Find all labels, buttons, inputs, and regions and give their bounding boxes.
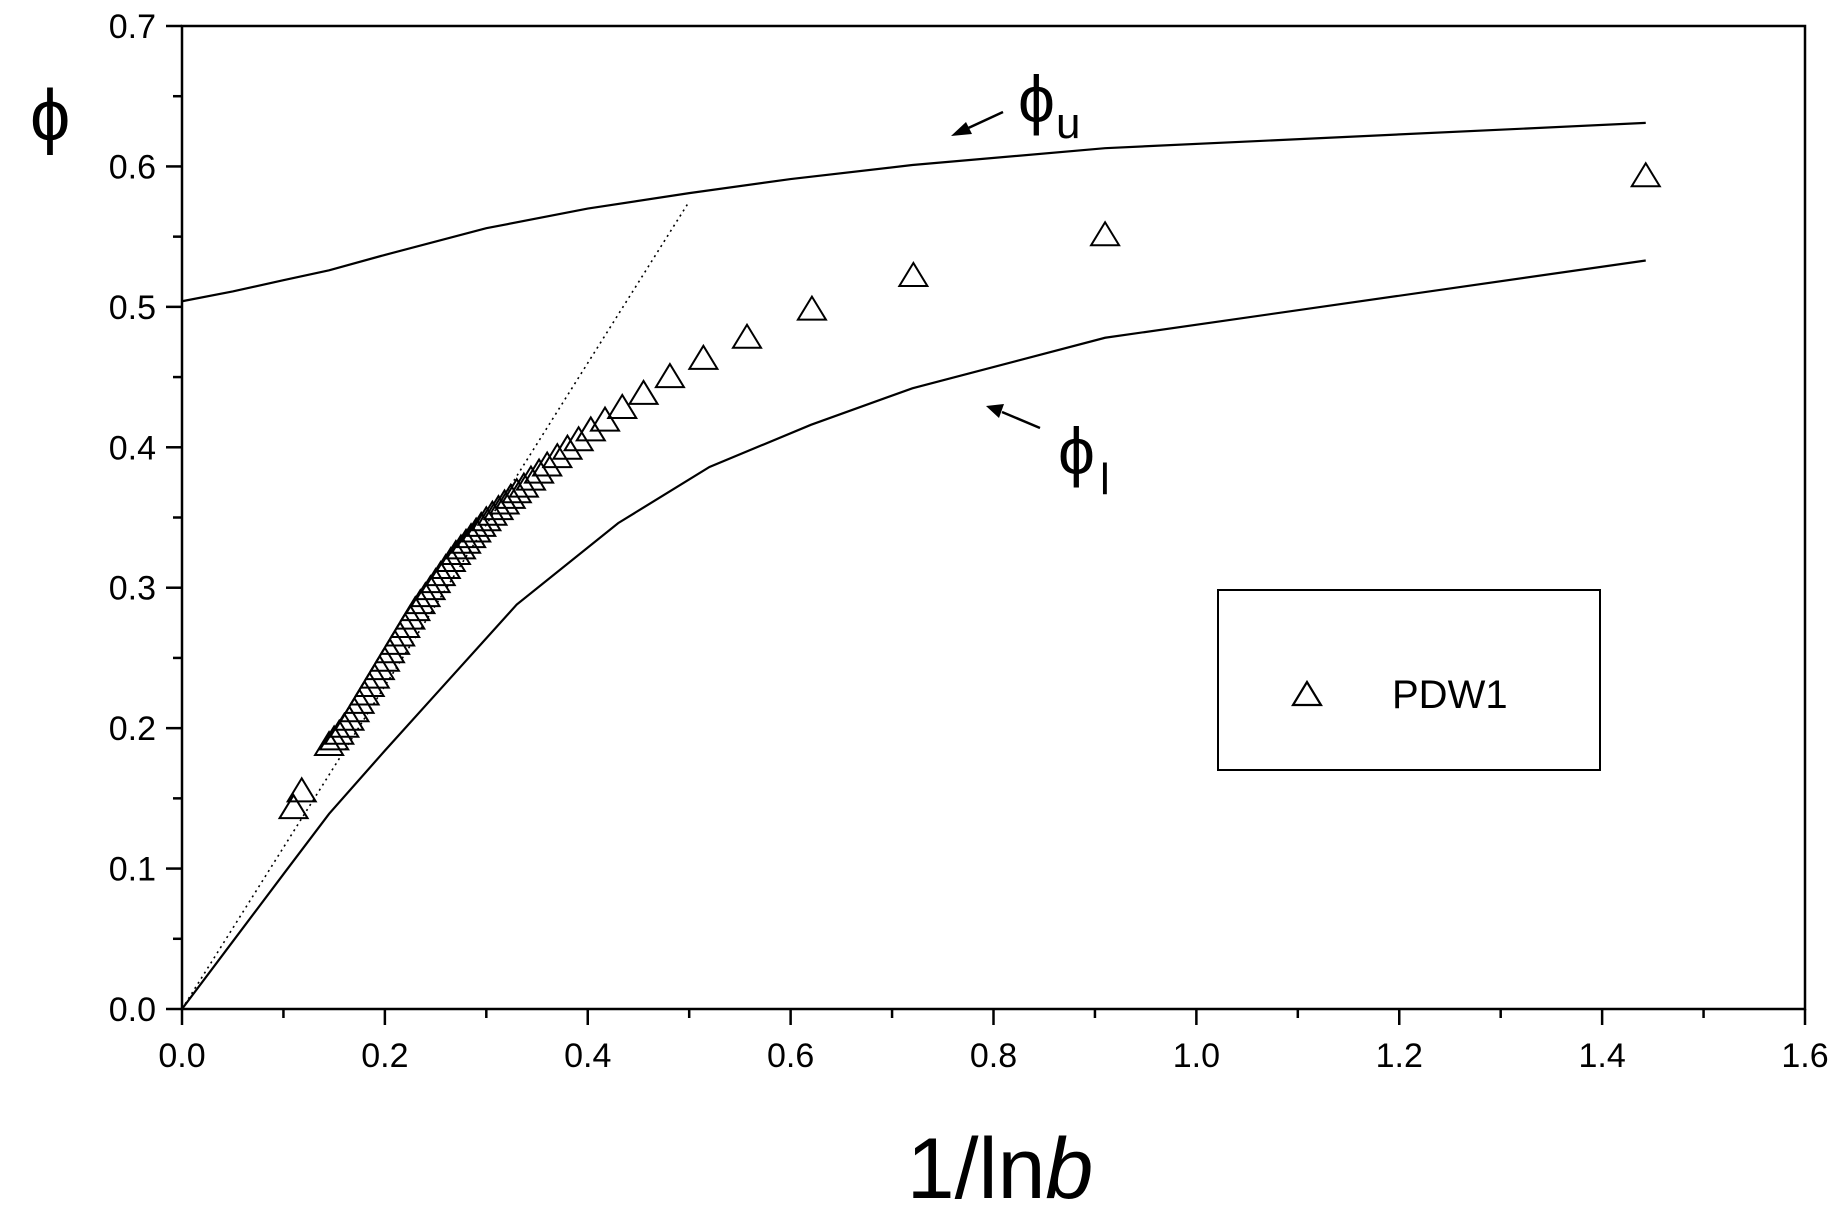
data-point-pdw1 xyxy=(394,603,427,630)
data-point-pdw1 xyxy=(508,471,540,498)
data-point-pdw1 xyxy=(353,671,386,698)
data-point-pdw1 xyxy=(348,679,381,706)
y-tick-label: 0.0 xyxy=(109,991,156,1029)
y-tick-label: 0.7 xyxy=(109,8,156,46)
data-point-pdw1 xyxy=(369,645,401,672)
y-tick-label: 0.6 xyxy=(109,148,156,186)
y-tick-label: 0.4 xyxy=(109,429,156,467)
data-point-pdw1 xyxy=(523,457,555,484)
y-axis-title: ϕ xyxy=(30,76,70,156)
x-tick-label: 1.6 xyxy=(1781,1037,1828,1075)
x-tick-label: 1.0 xyxy=(1173,1037,1220,1075)
data-point-pdw1 xyxy=(277,793,310,820)
data-point-pdw1 xyxy=(389,612,421,639)
x-tick-label: 0.2 xyxy=(361,1037,408,1075)
data-point-pdw1 xyxy=(575,415,607,442)
data-point-pdw1 xyxy=(654,362,686,389)
y-tick-label: 0.2 xyxy=(109,710,156,748)
data-point-pdw1 xyxy=(285,776,318,803)
data-point-pdw1 xyxy=(379,628,411,655)
data-point-pdw1 xyxy=(343,687,376,714)
series-lines xyxy=(181,121,1646,1010)
data-point-pdw1 xyxy=(1629,161,1662,188)
data-point-pdw1 xyxy=(562,425,595,452)
series-line-phi-u xyxy=(181,121,1646,303)
data-point-pdw1 xyxy=(589,405,621,432)
legend-marker-triangle xyxy=(1291,679,1323,707)
annotation-phi-u-arrowhead xyxy=(951,122,972,136)
annotation-phi-u-subscript: u xyxy=(1056,99,1080,148)
plot-frame xyxy=(180,24,1807,1011)
data-point-pdw1 xyxy=(731,322,763,349)
y-tick-label: 0.3 xyxy=(109,570,156,608)
annotation-phi-l-arrow-shaft xyxy=(1001,410,1041,430)
x-axis-title: 1/lnb xyxy=(907,1121,1094,1213)
data-point-pdw1 xyxy=(897,261,930,287)
series-markers xyxy=(277,161,1662,820)
annotation-phi-l-subscript: l xyxy=(1100,455,1110,504)
data-point-pdw1 xyxy=(318,724,350,751)
x-axis-title-main: 1/ln xyxy=(907,1121,1046,1213)
data-point-pdw1 xyxy=(384,620,416,647)
annotation-phi-u-arrow-shaft xyxy=(963,110,1004,132)
data-point-pdw1 xyxy=(551,433,584,460)
data-point-pdw1 xyxy=(796,294,828,321)
x-tick-label: 0.8 xyxy=(970,1037,1017,1075)
data-point-pdw1 xyxy=(515,464,547,491)
y-tick-label: 0.1 xyxy=(109,851,156,889)
data-point-pdw1 xyxy=(364,654,396,681)
data-point-pdw1 xyxy=(500,477,533,504)
data-point-pdw1 xyxy=(541,442,574,469)
data-point-pdw1 xyxy=(627,378,660,405)
data-point-pdw1 xyxy=(358,662,391,689)
legend: PDW1 xyxy=(1217,589,1601,771)
x-tick-label: 0.6 xyxy=(767,1037,814,1075)
y-tick-label: 0.5 xyxy=(109,289,156,327)
data-point-pdw1 xyxy=(687,343,720,370)
annotation-phi-l: ϕ l xyxy=(986,404,1110,504)
legend-label-pdw1: PDW1 xyxy=(1392,673,1508,717)
annotation-phi-l-arrowhead xyxy=(986,404,1004,418)
x-tick-labels: 0.0 0.2 0.4 0.6 0.8 1.0 1.2 1.4 1.6 xyxy=(158,1037,1828,1075)
axis-ticks xyxy=(166,24,1807,1025)
x-tick-label: 0.4 xyxy=(564,1037,611,1075)
data-point-pdw1 xyxy=(333,704,366,731)
data-point-pdw1 xyxy=(1089,220,1121,247)
y-tick-labels: 0.0 0.1 0.2 0.3 0.4 0.5 0.6 0.7 xyxy=(109,8,156,1029)
annotation-phi-u: ϕ u xyxy=(951,62,1080,148)
x-tick-label: 1.2 xyxy=(1376,1037,1423,1075)
x-axis-title-italic: b xyxy=(1045,1121,1093,1213)
data-point-pdw1 xyxy=(606,393,639,419)
x-tick-label: 0.0 xyxy=(158,1037,205,1075)
x-tick-label: 1.4 xyxy=(1578,1037,1625,1075)
annotation-phi-l-symbol: ϕ xyxy=(1058,414,1095,488)
annotation-phi-u-symbol: ϕ xyxy=(1018,62,1055,136)
data-point-pdw1 xyxy=(531,450,563,477)
data-point-pdw1 xyxy=(374,637,406,664)
legend-box xyxy=(1217,589,1601,771)
series-line-phi-l xyxy=(181,259,1646,1010)
